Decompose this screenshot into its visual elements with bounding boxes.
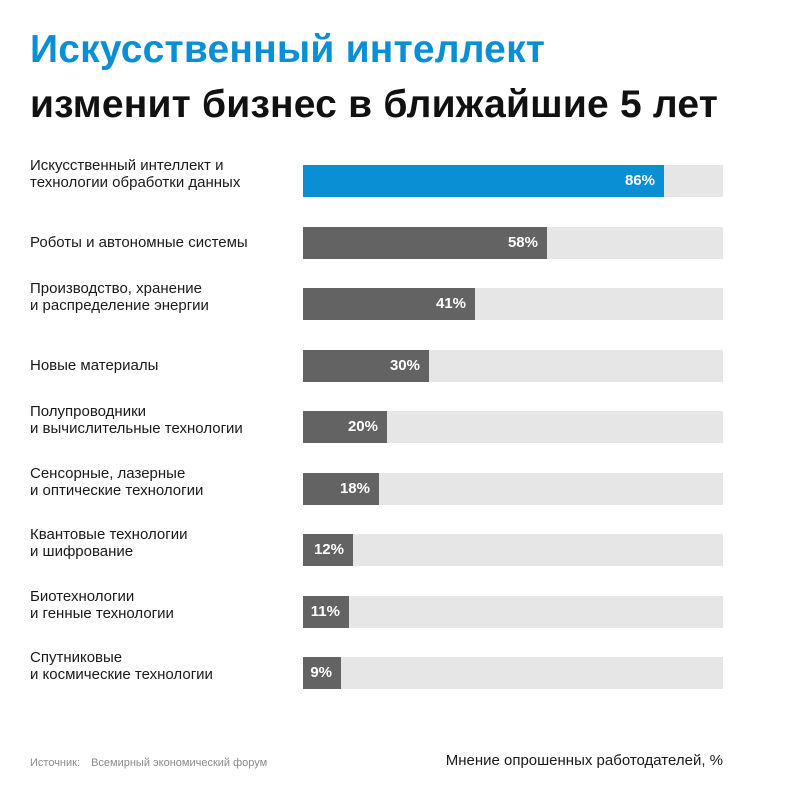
category-label-line: Искусственный интеллект и: [30, 157, 224, 174]
category-label: Искусственный интеллект и технологии обра…: [30, 157, 295, 191]
category-label-line: и шифрование: [30, 543, 134, 560]
bar-track: 58%: [303, 227, 723, 259]
category-label-line: технологии обработки данных: [30, 174, 241, 191]
bar-value-label: 30%: [389, 357, 420, 374]
bar: [303, 657, 341, 689]
category-label-line: Квантовые технологии: [30, 526, 188, 543]
bar-track: 12%: [303, 534, 723, 566]
bar: [303, 227, 547, 259]
category-label-line: и оптические технологии: [30, 482, 204, 499]
bar-track: 20%: [303, 411, 723, 443]
bar-track: 11%: [303, 596, 723, 628]
category-label: Биотехнологии и генные технологии: [30, 588, 295, 622]
bar: [303, 165, 664, 197]
category-label-line: и распределение энергии: [30, 297, 209, 314]
category-label-line: Сенсорные, лазерные: [30, 465, 186, 482]
category-label-line: Биотехнологии: [30, 588, 135, 605]
category-label-line: Полупроводники: [30, 403, 147, 420]
category-label-line: Роботы и автономные системы: [30, 234, 248, 251]
bar-track: 41%: [303, 288, 723, 320]
bar-value-label: 58%: [507, 234, 538, 251]
bar: [303, 411, 387, 443]
bar: [303, 534, 353, 566]
bar-track: 9%: [303, 657, 723, 689]
title-line-2: изменит бизнес в ближайшие 5 лет: [30, 83, 719, 126]
source-label: Источник:: [30, 757, 81, 769]
source-note: Источник: Всемирный экономический форум: [30, 757, 267, 769]
category-label-line: Новые материалы: [30, 357, 159, 374]
category-label: Полупроводники и вычислительные технологи…: [30, 403, 295, 437]
bar-value-label: 12%: [313, 541, 344, 558]
category-label: Роботы и автономные системы: [30, 234, 295, 251]
category-label-line: и генные технологии: [30, 605, 174, 622]
bar: [303, 596, 349, 628]
category-label-line: и космические технологии: [30, 666, 213, 683]
category-label: Сенсорные, лазерные и оптические технолог…: [30, 465, 295, 499]
bar-track: 86%: [303, 165, 723, 197]
bar: [303, 473, 379, 505]
bar-track: 18%: [303, 473, 723, 505]
category-label: Квантовые технологии и шифрование: [30, 526, 295, 560]
source-value: Всемирный экономический форум: [91, 757, 268, 769]
category-label: Производство, хранение и распределение эн…: [30, 280, 295, 314]
bar-value-label: 86%: [624, 172, 655, 189]
category-label: Спутниковые и космические технологии: [30, 649, 295, 683]
category-label-line: Производство, хранение: [30, 280, 202, 297]
bar-value-label: 18%: [339, 480, 370, 497]
title-line-1: Искусственный интеллект: [30, 28, 546, 71]
category-label-line: и вычислительные технологии: [30, 420, 243, 437]
bar-value-label: 11%: [310, 603, 340, 620]
bar-value-label: 9%: [310, 664, 332, 681]
category-label-line: Спутниковые: [30, 649, 123, 666]
unit-note: Мнение опрошенных работодателей, %: [445, 752, 723, 769]
bar: [303, 350, 429, 382]
category-label: Новые материалы: [30, 357, 295, 374]
bar-track: 30%: [303, 350, 723, 382]
bar: [303, 288, 475, 320]
bar-value-label: 41%: [435, 295, 466, 312]
bar-value-label: 20%: [347, 418, 378, 435]
